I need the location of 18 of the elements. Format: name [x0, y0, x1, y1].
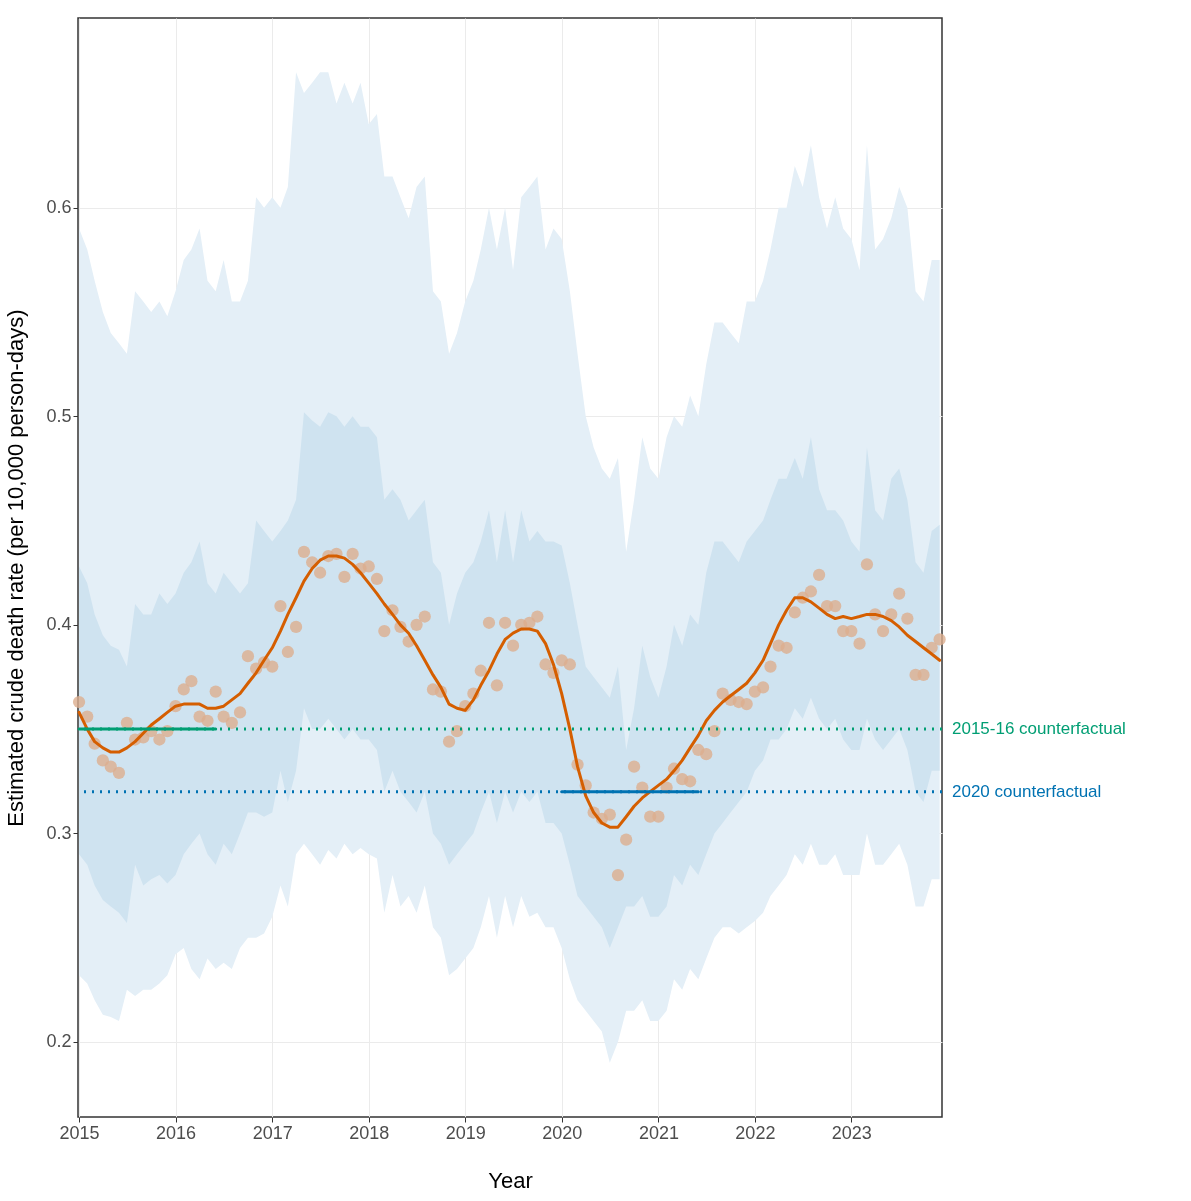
x-tick-label: 2018	[349, 1122, 390, 1143]
x-tick-label: 2016	[156, 1122, 197, 1143]
x-tick-label: 2019	[445, 1122, 486, 1143]
y-tick-label: 0.6	[46, 197, 72, 218]
y-tick-label: 0.4	[46, 614, 72, 635]
y-tick-label: 0.5	[46, 405, 72, 426]
y-axis-title: Estimated crude death rate (per 10,000 person-days)	[3, 309, 29, 827]
x-tick-label: 2022	[735, 1122, 776, 1143]
ref-line-label: 2020 counterfactual	[952, 781, 1102, 801]
x-tick-label: 2021	[638, 1122, 679, 1143]
y-tick-label: 0.2	[46, 1031, 72, 1052]
y-tick-label: 0.3	[46, 822, 72, 843]
ref-line-label: 2015-16 counterfactual	[952, 719, 1126, 739]
x-axis-title: Year	[488, 1167, 533, 1193]
x-tick-label: 2015	[59, 1122, 100, 1143]
x-tick-label: 2023	[831, 1122, 872, 1143]
x-tick-label: 2020	[542, 1122, 583, 1143]
x-tick-label: 2017	[252, 1122, 293, 1143]
